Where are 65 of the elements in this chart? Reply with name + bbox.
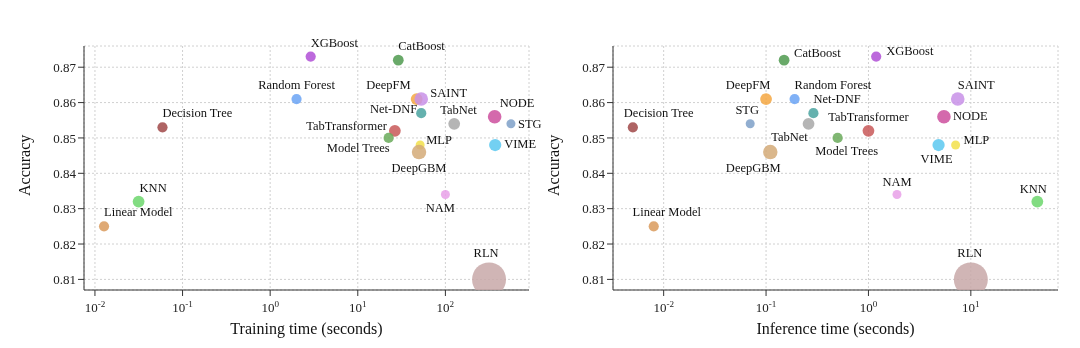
series-label: CatBoost bbox=[398, 39, 446, 54]
series-label: Decision Tree bbox=[623, 106, 695, 121]
series-label: DeepFM bbox=[366, 78, 411, 93]
series-label: Model Trees bbox=[326, 140, 390, 155]
y-tick-label: 0.83 bbox=[582, 201, 605, 217]
y-axis-title: Accuracy bbox=[15, 134, 34, 196]
series-label: DeepGBM bbox=[391, 161, 447, 176]
series-label: Net-DNF bbox=[813, 92, 861, 107]
series-label: SAINT bbox=[957, 78, 995, 93]
series-label: MLP bbox=[963, 133, 990, 148]
y-tick-label: 0.84 bbox=[53, 165, 77, 181]
series-label: CatBoost bbox=[794, 46, 842, 61]
x-tick-label: 10$^{-1}$ bbox=[172, 299, 193, 315]
series-label: TabTransformer bbox=[306, 118, 388, 133]
y-tick-label: 0.86 bbox=[582, 95, 606, 111]
series-label: STG bbox=[735, 102, 760, 117]
series-label: Model Trees bbox=[815, 143, 879, 158]
series-label: TabNet bbox=[440, 102, 478, 117]
y-tick-label: 0.85 bbox=[582, 130, 605, 146]
series-label: DeepFM bbox=[725, 78, 771, 93]
y-tick-label: 0.81 bbox=[53, 272, 76, 288]
series-label: VIME bbox=[504, 137, 537, 152]
series-label: Linear Model bbox=[104, 205, 173, 220]
y-tick-label: 0.83 bbox=[53, 201, 76, 217]
y-tick-label: 0.87 bbox=[53, 59, 77, 75]
x-tick-label: 10$^{0}$ bbox=[859, 299, 878, 315]
x-axis-title: Training time (seconds) bbox=[230, 320, 383, 338]
y-tick-label: 0.86 bbox=[53, 95, 77, 111]
y-axis-title: Accuracy bbox=[544, 134, 563, 196]
x-tick-label: 10$^{-1}$ bbox=[755, 299, 777, 315]
series-label: VIME bbox=[920, 152, 953, 167]
series-label: Random Forest bbox=[258, 78, 336, 93]
series-label: Linear Model bbox=[632, 205, 702, 220]
series-label: MLP bbox=[426, 133, 452, 148]
y-tick-label: 0.82 bbox=[582, 236, 605, 252]
series-label: SAINT bbox=[430, 86, 468, 101]
x-tick-label: 10$^{0}$ bbox=[261, 299, 280, 315]
series-label: Random Forest bbox=[794, 78, 872, 93]
series-label: STG bbox=[517, 116, 542, 131]
x-axis-title: Inference time (seconds) bbox=[756, 320, 915, 338]
x-tick-label: 10$^{-2}$ bbox=[653, 299, 675, 315]
series-label: RLN bbox=[957, 246, 983, 261]
series-label: DeepGBM bbox=[725, 161, 781, 176]
series-label: TabTransformer bbox=[828, 109, 910, 124]
y-tick-label: 0.81 bbox=[582, 272, 605, 288]
series-label: NAM bbox=[425, 200, 455, 215]
series-label: XGBoost bbox=[886, 43, 934, 58]
series-label: KNN bbox=[139, 180, 167, 195]
y-tick-label: 0.87 bbox=[582, 59, 606, 75]
y-tick-label: 0.85 bbox=[53, 130, 76, 146]
x-tick-label: 10$^{1}$ bbox=[349, 299, 367, 315]
series-label: NAM bbox=[882, 174, 912, 189]
y-tick-label: 0.82 bbox=[53, 236, 76, 252]
x-tick-label: 10$^{-2}$ bbox=[84, 299, 106, 315]
x-tick-label: 10$^{2}$ bbox=[436, 299, 455, 315]
series-label: RLN bbox=[473, 246, 499, 261]
series-label: KNN bbox=[1019, 181, 1047, 196]
series-label: Decision Tree bbox=[162, 106, 233, 121]
x-tick-label: 10$^{1}$ bbox=[962, 299, 980, 315]
y-tick-label: 0.84 bbox=[582, 165, 606, 181]
series-label: TabNet bbox=[771, 129, 809, 144]
series-label: NODE bbox=[499, 95, 535, 110]
series-label: NODE bbox=[952, 108, 989, 123]
series-label: Net-DNF bbox=[370, 102, 418, 117]
series-label: XGBoost bbox=[310, 35, 359, 50]
